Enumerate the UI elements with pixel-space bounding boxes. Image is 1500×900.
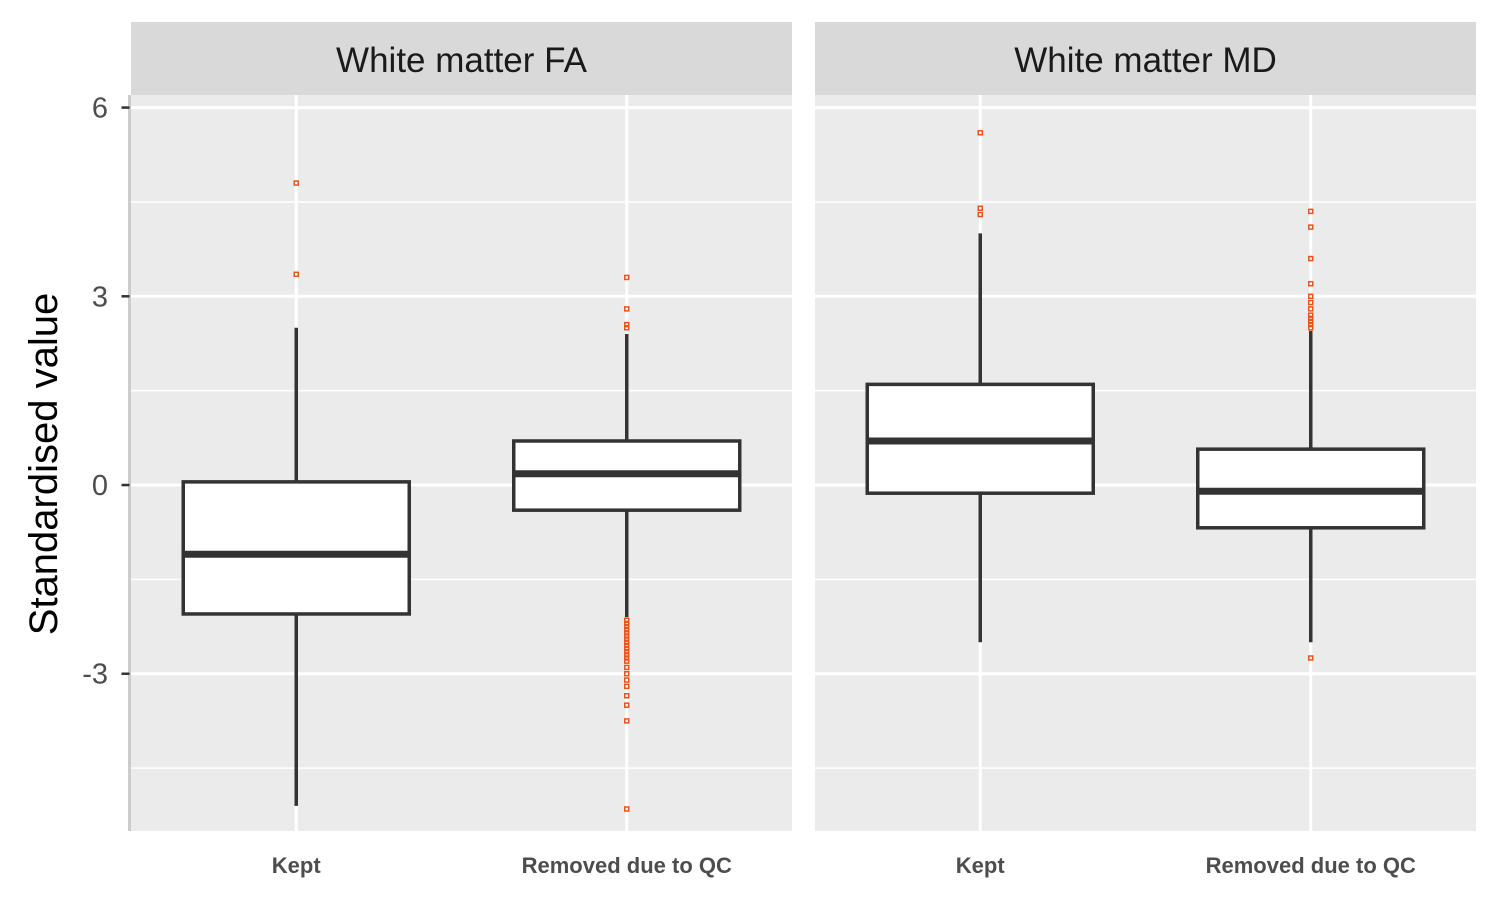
outlier-point xyxy=(624,664,630,671)
outlier-point xyxy=(624,325,630,331)
outlier-point xyxy=(1308,280,1314,287)
outlier-point xyxy=(293,271,299,278)
panel-title-1: White matter MD xyxy=(1014,41,1277,80)
outlier-point xyxy=(624,626,630,633)
x-tick-label: Removed due to QC xyxy=(522,853,732,878)
outlier-point xyxy=(624,645,630,652)
outlier-point xyxy=(624,718,630,724)
outlier-point xyxy=(624,617,630,624)
y-tick-label: 3 xyxy=(92,281,108,313)
outlier-point xyxy=(624,321,630,328)
y-tick-label: -3 xyxy=(82,659,108,691)
outlier-point xyxy=(624,636,630,642)
panel-strip-0 xyxy=(131,22,792,95)
outlier-point xyxy=(977,205,983,211)
outlier-point xyxy=(624,806,630,812)
outlier-point xyxy=(624,677,630,683)
outlier-point xyxy=(624,648,630,655)
box-iqr xyxy=(181,480,411,616)
x-tick-label: Kept xyxy=(956,853,1006,878)
panel-strip-1 xyxy=(815,22,1476,95)
outlier-point xyxy=(977,211,983,218)
outlier-point xyxy=(293,180,299,186)
panel-title-0: White matter FA xyxy=(336,41,588,80)
plot-layer: White matter FA Kept Removed due to QC Whit… xyxy=(82,22,1476,878)
outlier-point xyxy=(624,639,630,646)
outlier-point xyxy=(624,274,630,281)
y-tick-label: 0 xyxy=(92,470,108,502)
outlier-point xyxy=(1308,312,1314,318)
outlier-point xyxy=(624,655,630,661)
outlier-point xyxy=(624,670,630,677)
outlier-point xyxy=(624,620,630,627)
outlier-point xyxy=(1308,255,1314,262)
outlier-point xyxy=(624,623,630,630)
outlier-point xyxy=(624,693,630,699)
outlier-point xyxy=(1308,299,1314,306)
outlier-point xyxy=(977,129,983,136)
outlier-point xyxy=(1308,293,1314,300)
y-axis-label: Standardised value xyxy=(22,293,66,635)
outlier-point xyxy=(624,658,630,664)
outlier-point xyxy=(1308,224,1314,230)
y-tick-label: 6 xyxy=(92,93,108,125)
outlier-point xyxy=(1308,306,1314,312)
outlier-point xyxy=(1308,318,1314,325)
outlier-point xyxy=(1308,321,1314,328)
outlier-point xyxy=(1308,655,1314,661)
outlier-point xyxy=(1308,208,1314,215)
outlier-point xyxy=(624,642,630,649)
outlier-point xyxy=(1308,315,1314,322)
outlier-point xyxy=(624,702,630,708)
outlier-point xyxy=(1308,325,1314,331)
outlier-point xyxy=(624,306,630,312)
x-tick-label: Kept xyxy=(272,853,322,878)
x-tick-label: Removed due to QC xyxy=(1206,853,1416,878)
outlier-point xyxy=(624,652,630,658)
outlier-point xyxy=(624,683,630,690)
outlier-point xyxy=(624,630,630,636)
outlier-point xyxy=(624,633,630,639)
